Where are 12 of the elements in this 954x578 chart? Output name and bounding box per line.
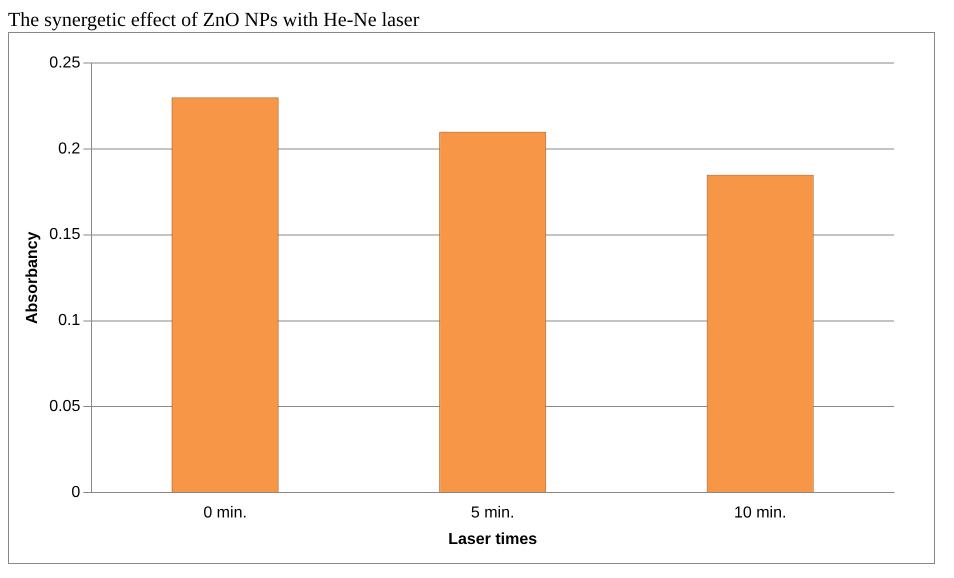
x-tick-label: 0 min. (203, 504, 247, 522)
y-tick-label: 0.2 (58, 140, 80, 158)
x-tick-label: 10 min. (734, 504, 786, 522)
x-axis-title: Laser times (448, 530, 538, 548)
y-tick-label: 0.05 (49, 398, 80, 416)
y-axis-title: Absorbancy (24, 231, 42, 324)
y-tick-label: 0 (71, 484, 80, 502)
chart-title: The synergetic effect of ZnO NPs with He-Ne laser (8, 8, 420, 32)
y-tick-label: 0.15 (49, 226, 80, 244)
y-tick-label: 0.1 (58, 312, 80, 330)
x-tick-label: 5 min. (470, 504, 514, 522)
y-tick-label: 0.25 (49, 54, 80, 72)
